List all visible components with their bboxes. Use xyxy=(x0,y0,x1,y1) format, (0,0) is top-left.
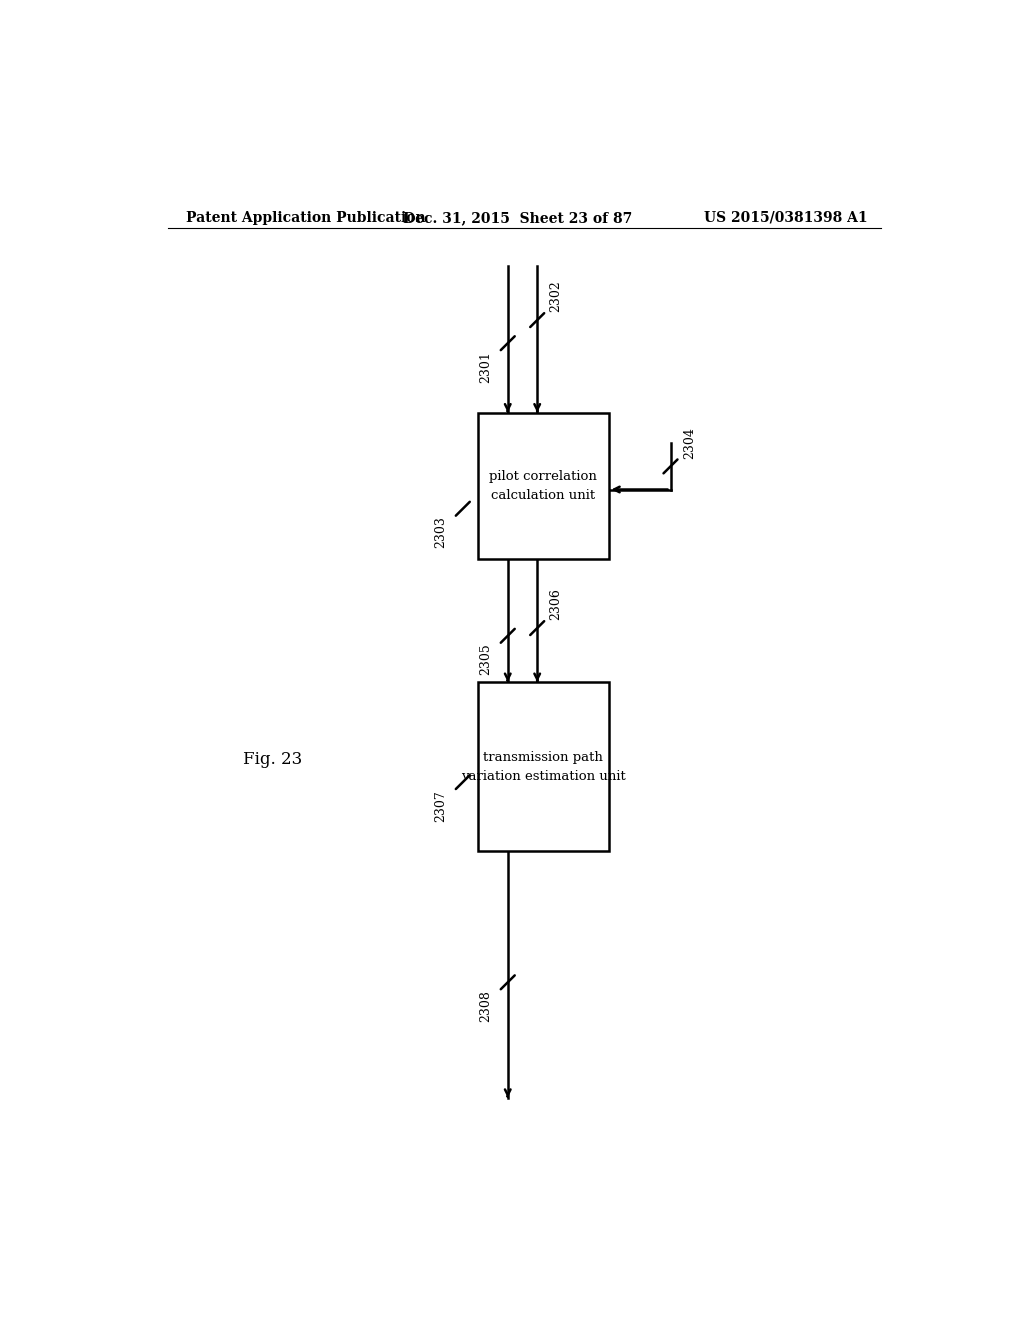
Text: pilot correlation
calculation unit: pilot correlation calculation unit xyxy=(489,470,597,502)
Text: Dec. 31, 2015  Sheet 23 of 87: Dec. 31, 2015 Sheet 23 of 87 xyxy=(403,211,633,224)
Text: 2301: 2301 xyxy=(479,351,493,383)
Bar xyxy=(478,682,608,851)
Text: transmission path
variation estimation unit: transmission path variation estimation u… xyxy=(461,751,626,783)
Text: 2308: 2308 xyxy=(479,990,493,1022)
Text: 2302: 2302 xyxy=(550,281,562,313)
Text: 2304: 2304 xyxy=(683,426,696,459)
Text: Fig. 23: Fig. 23 xyxy=(243,751,302,767)
Text: Patent Application Publication: Patent Application Publication xyxy=(186,211,426,224)
Text: 2305: 2305 xyxy=(479,644,493,676)
Text: US 2015/0381398 A1: US 2015/0381398 A1 xyxy=(705,211,868,224)
Text: 2303: 2303 xyxy=(434,516,447,548)
Bar xyxy=(478,412,608,558)
Text: 2307: 2307 xyxy=(434,789,447,821)
Text: 2306: 2306 xyxy=(550,589,562,620)
